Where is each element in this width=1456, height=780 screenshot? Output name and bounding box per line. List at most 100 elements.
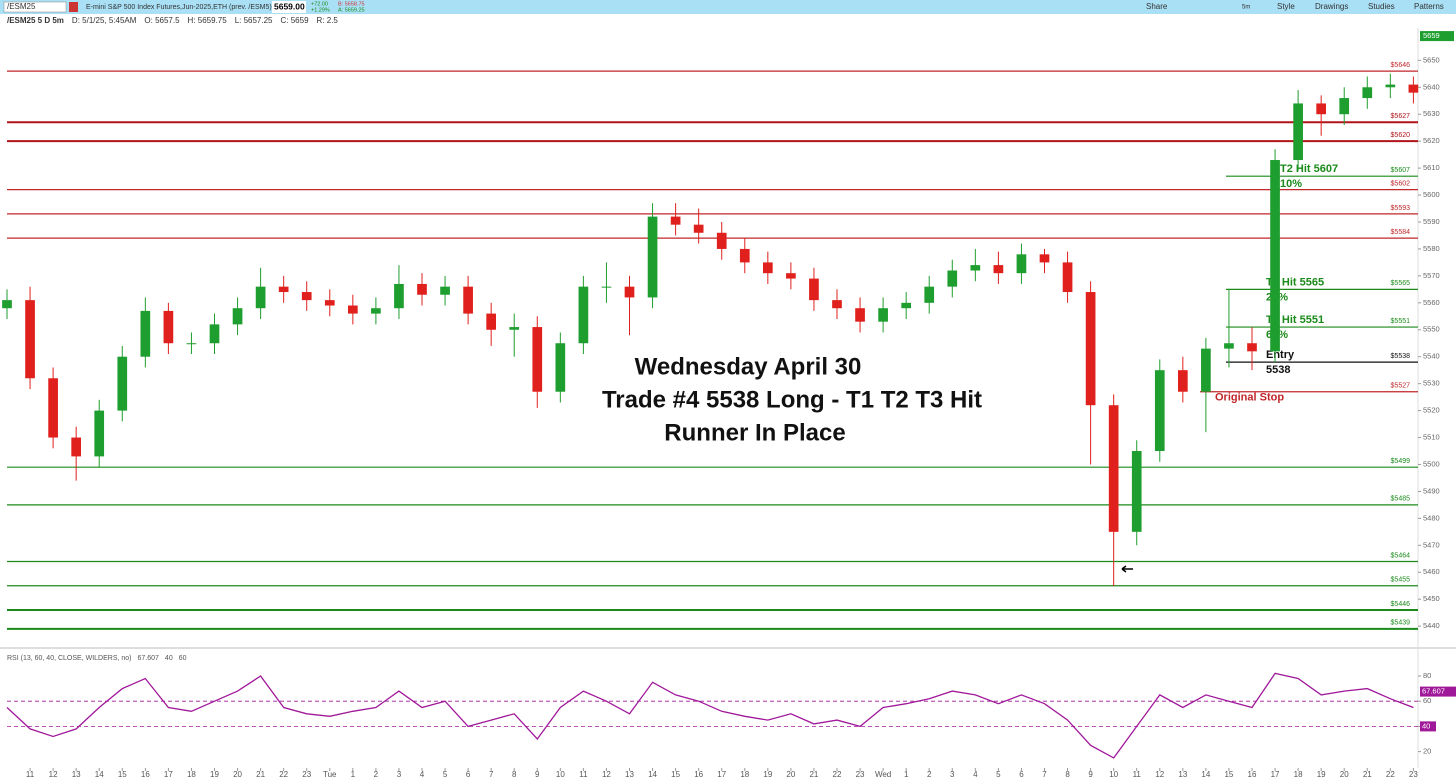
study-info: /ESM25 5 D 5m: [7, 16, 64, 25]
candle-body: [670, 216, 681, 225]
x-tick-label: 5: [996, 770, 1001, 779]
x-tick-label: 15: [671, 770, 680, 779]
x-tick-label: 4: [420, 770, 425, 779]
x-tick-label: 2: [927, 770, 932, 779]
candle-body: [1039, 254, 1050, 263]
rsi-y-tick-label: 80: [1423, 671, 1431, 680]
candle-body: [417, 283, 427, 295]
candle-body: [71, 437, 82, 457]
ask: A: 5659.25: [338, 7, 365, 13]
x-tick-label: 12: [1155, 770, 1164, 779]
y-tick-label: 5460: [1423, 567, 1440, 576]
price: 5659.00: [274, 1, 305, 11]
y-tick-label: 5540: [1423, 352, 1440, 361]
x-tick-label: 18: [740, 770, 749, 779]
x-tick-label: 15: [1224, 770, 1233, 779]
x-tick-label: 13: [1178, 770, 1187, 779]
candle-body: [117, 356, 128, 411]
candle-body: [1247, 343, 1257, 352]
x-tick-label: 15: [118, 770, 127, 779]
candle-body: [94, 410, 105, 457]
change-pct: +1.29%: [311, 7, 330, 13]
candle-body: [532, 327, 543, 392]
candle-body: [486, 313, 497, 330]
y-tick-label: 5480: [1423, 513, 1440, 522]
candle-body: [48, 378, 58, 438]
y-tick-label: 5440: [1423, 621, 1440, 630]
y-tick-label: 5450: [1423, 594, 1440, 603]
button[interactable]: Studies: [1368, 2, 1395, 11]
rsi-legend-value: 60: [179, 655, 187, 662]
symbol-box[interactable]: [3, 1, 67, 13]
level-label: $5627: [1391, 113, 1411, 120]
candle-body: [463, 286, 473, 314]
x-tick-label: 16: [141, 770, 150, 779]
candle-body: [301, 292, 312, 301]
level-label: $5485: [1391, 496, 1411, 503]
x-tick-label: 19: [210, 770, 219, 779]
x-tick-label: 11: [26, 770, 35, 779]
y-tick-label: 5560: [1423, 298, 1440, 307]
candle-body: [509, 327, 520, 330]
candle-body: [924, 286, 935, 303]
candle-body: [1224, 343, 1234, 349]
candle-body: [1062, 262, 1073, 293]
last-price-label: 5659: [1423, 31, 1440, 40]
x-tick-label: 6: [466, 770, 471, 779]
x-tick-label: 7: [489, 770, 494, 779]
rsi-label: RSI (13, 60, 40, CLOSE, WILDERS, no): [7, 655, 132, 662]
candle-body: [578, 286, 589, 344]
price-box: [272, 1, 306, 13]
button[interactable]: 5m: [1242, 5, 1250, 11]
level-label: $5551: [1391, 318, 1411, 325]
button[interactable]: Style: [1277, 2, 1295, 11]
x-tick-label: 21: [256, 770, 265, 779]
y-tick-label: 5650: [1423, 55, 1440, 64]
level-label: $5439: [1391, 620, 1411, 627]
candle-body: [1016, 254, 1027, 274]
candle-body: [762, 262, 773, 274]
level-note: T2 Hit 5607: [1280, 163, 1338, 175]
x-tick-label: 20: [233, 770, 242, 779]
candle-body: [324, 300, 335, 306]
button[interactable]: Drawings: [1315, 2, 1348, 11]
x-tick-label: 4: [973, 770, 978, 779]
symbol: /ESM25: [7, 2, 36, 11]
candle-body: [901, 302, 912, 309]
level-label: $5607: [1391, 167, 1411, 174]
x-tick-label: 14: [95, 770, 104, 779]
x-tick-label: 8: [1065, 770, 1070, 779]
x-tick-label: 11: [1133, 770, 1142, 779]
description: E-mini S&P 500 Index Futures,Jun-2025,ET…: [86, 4, 272, 11]
x-tick-label: 1: [351, 770, 356, 779]
candle-body: [278, 286, 289, 293]
annotation: Trade #4 5538 Long - T1 T2 T3 Hit: [602, 386, 982, 413]
x-tick-label: 22: [279, 770, 288, 779]
y-tick-label: 5610: [1423, 163, 1440, 172]
rsi-legend-value: 67.607: [138, 655, 160, 662]
x-tick-label: 22: [833, 770, 842, 779]
candle-body: [347, 305, 358, 314]
rsi-band-label: 40: [1422, 721, 1430, 730]
button[interactable]: Share: [1146, 2, 1168, 11]
x-tick-label: 17: [164, 770, 173, 779]
study-info: L: 5657.25: [235, 16, 273, 25]
x-tick-label: 7: [1042, 770, 1047, 779]
x-tick-label: 8: [512, 770, 517, 779]
candle-body: [647, 216, 658, 298]
x-tick-label: 21: [1363, 770, 1372, 779]
x-tick-label: 9: [1088, 770, 1093, 779]
candle-body: [693, 224, 704, 233]
candle-body: [1131, 451, 1142, 532]
link-icon[interactable]: [69, 2, 78, 12]
toolbar: [0, 0, 1456, 14]
level-label: $5593: [1391, 205, 1411, 212]
x-tick-label: 5: [443, 770, 448, 779]
button[interactable]: Patterns: [1414, 2, 1444, 11]
level-label: $5464: [1391, 552, 1411, 559]
last-price-box: [1420, 31, 1454, 42]
x-tick-label: 18: [187, 770, 196, 779]
y-tick-label: 5490: [1423, 486, 1440, 495]
